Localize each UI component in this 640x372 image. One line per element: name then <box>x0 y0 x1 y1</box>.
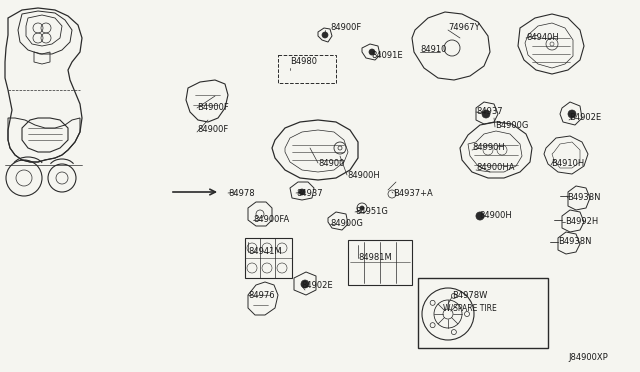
Text: 84937: 84937 <box>296 189 323 198</box>
Text: W/SPARE TIRE: W/SPARE TIRE <box>443 304 497 312</box>
Text: 84937: 84937 <box>476 108 502 116</box>
Circle shape <box>301 280 309 288</box>
Circle shape <box>476 212 484 220</box>
Circle shape <box>482 110 490 118</box>
Text: B4900G: B4900G <box>495 121 529 129</box>
Circle shape <box>299 189 305 195</box>
Text: 84990H: 84990H <box>472 144 505 153</box>
Text: 74967Y: 74967Y <box>448 23 479 32</box>
Circle shape <box>369 49 375 55</box>
Text: 84900H: 84900H <box>479 211 512 219</box>
Text: 84900HA: 84900HA <box>476 164 515 173</box>
Text: B4937+A: B4937+A <box>393 189 433 198</box>
Text: 84978: 84978 <box>228 189 255 198</box>
Text: B4992H: B4992H <box>565 218 598 227</box>
Text: J84900XP: J84900XP <box>568 353 608 362</box>
Text: B4938N: B4938N <box>567 193 600 202</box>
Text: 84902E: 84902E <box>301 280 333 289</box>
Text: B4978W: B4978W <box>452 291 488 299</box>
Text: 84981M: 84981M <box>358 253 392 263</box>
Text: B4902E: B4902E <box>569 113 601 122</box>
Circle shape <box>568 110 576 118</box>
Text: 84900F: 84900F <box>197 125 228 135</box>
Circle shape <box>322 32 328 38</box>
Text: B4980: B4980 <box>290 58 317 67</box>
Text: 84900H: 84900H <box>347 170 380 180</box>
Text: 84940H: 84940H <box>526 33 559 42</box>
Text: B4900F: B4900F <box>197 103 228 112</box>
Text: 84900FA: 84900FA <box>253 215 289 224</box>
Circle shape <box>360 206 364 210</box>
Text: 84900: 84900 <box>318 158 344 167</box>
Text: 84900G: 84900G <box>330 219 363 228</box>
Text: 84951G: 84951G <box>355 208 388 217</box>
Text: B4910H: B4910H <box>551 158 584 167</box>
Text: 84976: 84976 <box>248 291 275 299</box>
Text: B4938N: B4938N <box>558 237 591 247</box>
Text: 84091E: 84091E <box>371 51 403 60</box>
Text: 84900F: 84900F <box>330 23 361 32</box>
Text: 84910: 84910 <box>420 45 446 55</box>
Text: 84941M: 84941M <box>248 247 282 257</box>
